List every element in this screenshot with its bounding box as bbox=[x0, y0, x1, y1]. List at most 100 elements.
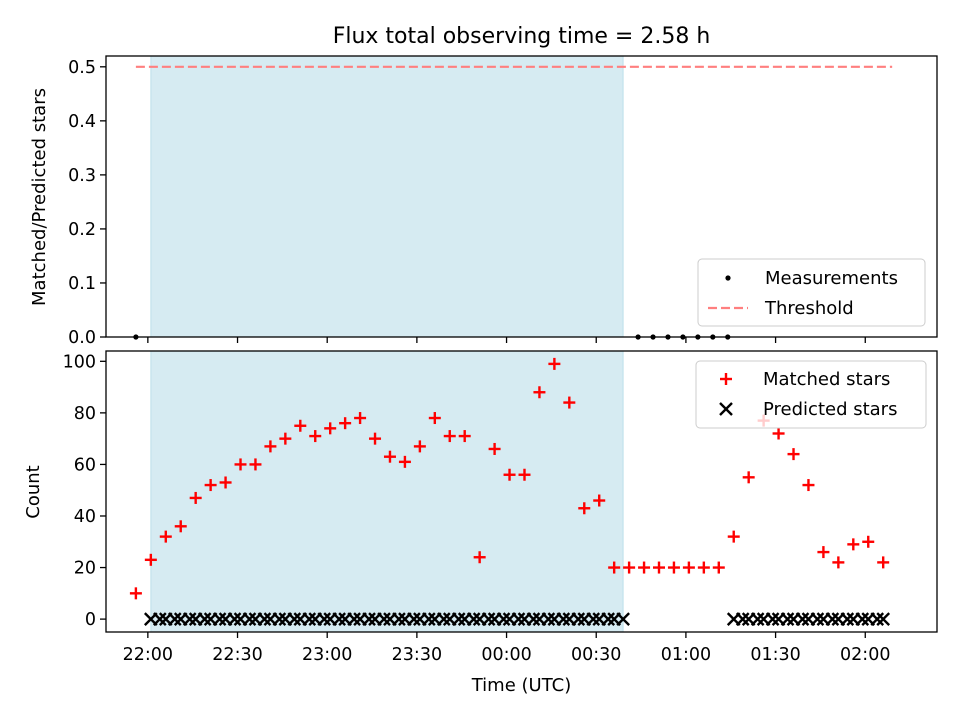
predicted-star-point bbox=[242, 612, 257, 626]
matched-star-point bbox=[159, 530, 172, 543]
matched-star-point bbox=[309, 430, 322, 443]
legend-dot-marker bbox=[725, 275, 731, 281]
matched-star-point bbox=[712, 561, 725, 574]
matched-star-point bbox=[727, 530, 740, 543]
predicted-star-point bbox=[855, 612, 870, 626]
predicted-star-point bbox=[377, 612, 391, 626]
legend-ratio: Measurements Threshold bbox=[697, 258, 926, 327]
predicted-star-point bbox=[571, 612, 586, 626]
matched-star-point bbox=[518, 468, 531, 481]
predicted-star-point bbox=[481, 612, 496, 626]
y-tick-label: 40 bbox=[74, 507, 96, 527]
matched-star-point bbox=[144, 553, 157, 566]
matched-star-point bbox=[204, 479, 217, 492]
matched-star-point bbox=[563, 396, 576, 409]
predicted-star-point bbox=[407, 612, 421, 626]
legend-label-measurements: Measurements bbox=[765, 268, 898, 289]
x-tick-label: 23:00 bbox=[302, 645, 352, 665]
matched-star-point bbox=[264, 440, 277, 453]
y-tick-label: 100 bbox=[63, 352, 96, 372]
matched-star-point bbox=[623, 561, 636, 574]
predicted-star-point bbox=[392, 612, 406, 626]
legend-x-marker bbox=[719, 402, 733, 416]
predicted-star-point bbox=[840, 612, 855, 626]
y-tick-label: 20 bbox=[74, 559, 96, 579]
matched-star-point bbox=[742, 471, 755, 484]
x-tick-label: 02:00 bbox=[840, 645, 890, 665]
plot-frame bbox=[105, 55, 938, 338]
predicted-star-point bbox=[825, 612, 840, 626]
predicted-star-point bbox=[212, 612, 227, 626]
x-tick-label: 00:30 bbox=[571, 645, 621, 665]
predicted-star-point bbox=[302, 612, 317, 626]
predicted-star-point bbox=[436, 612, 451, 626]
predicted-star-point bbox=[601, 612, 616, 626]
predicted-star-point bbox=[750, 612, 765, 626]
predicted-star-point bbox=[735, 612, 750, 626]
y-axis-label-count: Count bbox=[23, 465, 44, 518]
predicted-star-point bbox=[870, 612, 885, 626]
matched-star-point bbox=[458, 430, 471, 443]
predicted-star-point bbox=[511, 612, 526, 626]
y-tick-label: 0.0 bbox=[68, 328, 96, 348]
predicted-star-point bbox=[317, 612, 332, 626]
legend-label-matched: Matched stars bbox=[763, 369, 890, 390]
matched-star-point bbox=[354, 412, 367, 425]
legend-plus-marker bbox=[720, 373, 732, 385]
matched-star-point bbox=[488, 442, 501, 455]
matched-star-point bbox=[802, 479, 815, 492]
predicted-star-point bbox=[227, 612, 242, 626]
matched-star-point bbox=[324, 422, 337, 435]
x-tick-label: 22:00 bbox=[123, 645, 173, 665]
x-tick-label: 00:00 bbox=[481, 645, 531, 665]
predicted-star-point bbox=[541, 612, 556, 626]
x-tick-label: 22:30 bbox=[212, 645, 262, 665]
y-tick-label: 80 bbox=[74, 404, 96, 424]
predicted-star-point bbox=[876, 612, 891, 626]
plot-frame bbox=[105, 350, 938, 633]
matched-star-point bbox=[219, 476, 232, 489]
y-tick-label: 0.1 bbox=[68, 274, 96, 294]
matched-star-point bbox=[653, 561, 666, 574]
predicted-star-point bbox=[556, 612, 571, 626]
predicted-star-point bbox=[182, 612, 197, 626]
matched-star-point bbox=[847, 538, 860, 551]
predicted-star-point bbox=[466, 612, 481, 626]
y-tick-label: 0.2 bbox=[68, 220, 96, 240]
y-tick-label: 0.3 bbox=[68, 166, 96, 186]
predicted-star-point bbox=[451, 612, 466, 626]
y-tick-label: 0.4 bbox=[68, 112, 96, 132]
matched-star-point bbox=[279, 432, 292, 445]
matched-star-point bbox=[638, 561, 651, 574]
matched-star-point bbox=[473, 551, 486, 564]
matched-star-point bbox=[294, 419, 307, 432]
y-tick-label: 0.5 bbox=[68, 58, 96, 78]
x-tick-label: 23:30 bbox=[392, 645, 442, 665]
x-tick-label: 01:00 bbox=[661, 645, 711, 665]
legend-count: Matched stars Predicted stars bbox=[695, 360, 927, 429]
y-tick-label: 60 bbox=[74, 455, 96, 475]
matched-star-point bbox=[667, 561, 680, 574]
observing-interval-band bbox=[150, 55, 624, 338]
matched-star-point bbox=[413, 440, 426, 453]
matched-star-point bbox=[369, 432, 382, 445]
matched-star-point bbox=[862, 535, 875, 548]
matched-star-point bbox=[787, 448, 800, 461]
matched-star-point bbox=[398, 455, 411, 468]
matched-star-point bbox=[697, 561, 710, 574]
predicted-star-point bbox=[795, 612, 810, 626]
predicted-star-point bbox=[586, 612, 601, 626]
y-tick-label: 0 bbox=[85, 610, 96, 630]
y-axis-label-ratio: Matched/Predicted stars bbox=[29, 88, 50, 306]
matched-star-point bbox=[593, 494, 606, 507]
matched-star-point bbox=[234, 458, 247, 471]
predicted-star-point bbox=[152, 612, 167, 626]
predicted-star-point bbox=[421, 612, 436, 626]
predicted-star-point bbox=[362, 612, 376, 626]
predicted-star-point bbox=[765, 612, 780, 626]
observing-interval-band bbox=[150, 350, 624, 633]
matched-star-point bbox=[249, 458, 262, 471]
matched-star-point bbox=[548, 357, 561, 370]
legend-label-predicted: Predicted stars bbox=[763, 399, 897, 420]
